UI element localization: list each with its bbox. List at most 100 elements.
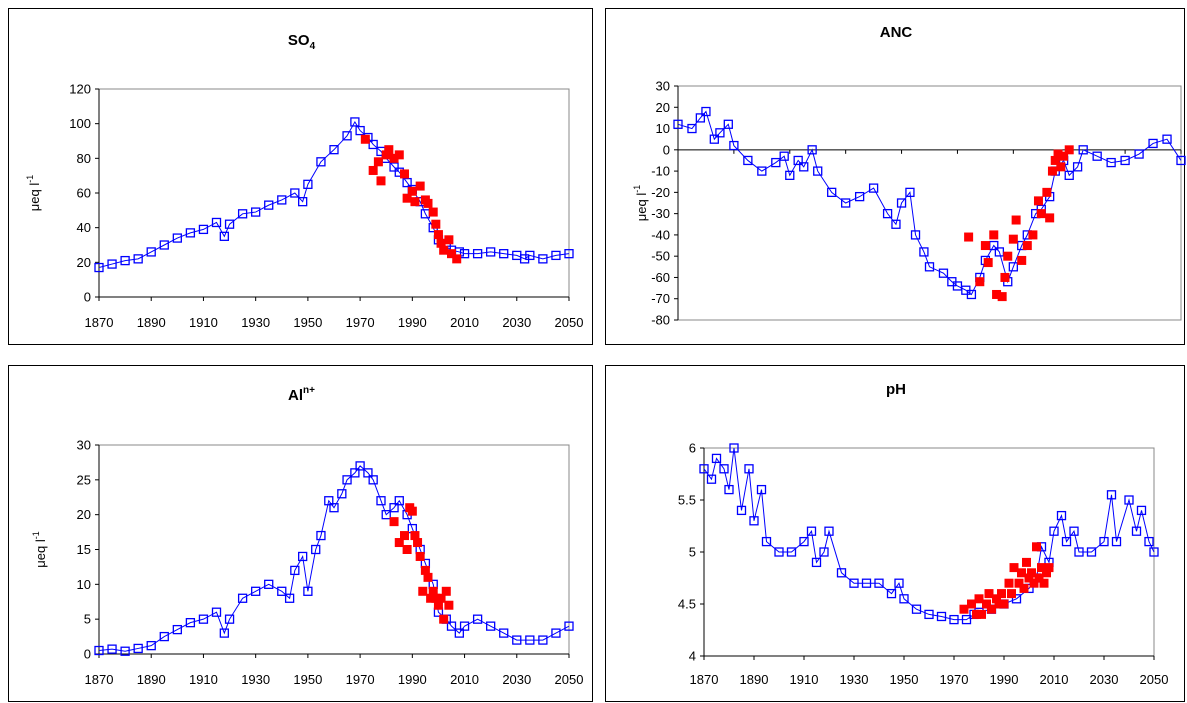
data-point-open-square	[743, 155, 753, 166]
data-point-open-square	[159, 240, 169, 250]
data-point-open-square	[107, 644, 117, 654]
data-point-filled-square	[436, 593, 446, 603]
data-point-open-square	[224, 614, 235, 624]
x-tick-label: 1990	[990, 672, 1019, 687]
data-point-filled-square	[431, 219, 441, 229]
chart-title-main: SO	[288, 32, 310, 49]
data-point-open-square	[538, 254, 548, 264]
data-point-filled-square	[439, 245, 449, 255]
x-tick-label: 2010	[1040, 672, 1069, 687]
data-point-open-square	[264, 579, 274, 589]
data-point-filled-square	[384, 145, 394, 155]
data-point-open-square	[1086, 547, 1097, 557]
data-point-open-square	[687, 123, 697, 134]
y-tick-label: 10	[656, 121, 670, 136]
y-axis-label-main: μeq l	[27, 183, 42, 212]
data-point-open-square	[172, 233, 182, 243]
data-point-filled-square	[1011, 215, 1021, 225]
data-point-open-square	[133, 643, 143, 654]
data-point-open-square	[949, 614, 959, 625]
data-point-open-square	[185, 617, 196, 628]
al-chart-panel: Aln+ 0 5 10 15 20 25 30 1870 1890 1910 1930 1950 1970…	[8, 365, 593, 702]
data-point-filled-square	[982, 599, 991, 609]
data-point-open-square	[799, 162, 809, 172]
y-tick-label: -50	[651, 249, 670, 264]
data-point-open-square	[355, 125, 365, 136]
data-point-open-square	[799, 536, 809, 547]
data-point-open-square	[219, 628, 229, 638]
data-point-open-square	[389, 162, 399, 172]
y-tick-label: 5	[689, 545, 696, 560]
data-point-filled-square	[407, 506, 417, 516]
data-point-filled-square	[439, 614, 449, 624]
x-tick-label: 1950	[890, 672, 919, 687]
y-axis-label-main: μeq l	[634, 193, 649, 222]
data-point-filled-square	[1007, 589, 1016, 599]
x-tick-label: 1870	[85, 672, 114, 687]
data-point-filled-square	[983, 258, 993, 268]
data-point-open-square	[486, 247, 496, 257]
x-tick-label: 1890	[740, 672, 769, 687]
data-point-open-square	[905, 187, 915, 198]
data-point-open-square	[211, 607, 222, 617]
data-point-open-square	[1056, 510, 1067, 521]
data-point-filled-square	[368, 165, 378, 175]
data-point-open-square	[771, 157, 781, 168]
data-point-filled-square	[1014, 578, 1024, 588]
data-point-open-square	[1176, 155, 1186, 166]
plot-area	[98, 88, 570, 298]
data-point-filled-square	[1022, 241, 1032, 251]
data-point-filled-square	[964, 232, 974, 242]
data-point-filled-square	[423, 572, 433, 582]
x-tick-label: 2010	[450, 672, 479, 687]
data-point-open-square	[1069, 526, 1079, 536]
y-tick-label: -10	[651, 164, 670, 179]
data-point-open-square	[277, 195, 287, 205]
chart-title: ANC	[880, 24, 913, 41]
data-point-open-square	[811, 557, 822, 568]
data-point-open-square	[290, 188, 300, 198]
data-point-open-square	[198, 224, 209, 235]
data-point-open-square	[786, 547, 797, 557]
data-point-open-square	[1064, 170, 1074, 180]
data-point-open-square	[807, 145, 817, 155]
data-point-open-square	[924, 609, 934, 620]
y-tick-label: -80	[651, 313, 670, 328]
data-point-open-square	[459, 249, 470, 259]
series-line	[677, 110, 1182, 296]
data-point-open-square	[133, 254, 143, 264]
data-point-filled-square	[441, 586, 451, 596]
y-tick-label: 100	[69, 116, 91, 131]
y-axis-label: μeq l-1	[31, 531, 48, 567]
ph-chart-panel: pH 4 4.5 5 5.5 6 1870 1890 1910 1930 1950 1970 1990 2…	[605, 365, 1185, 702]
data-point-open-square	[715, 128, 725, 138]
data-point-open-square	[146, 640, 156, 651]
data-point-filled-square	[1047, 166, 1057, 176]
data-point-open-square	[316, 157, 326, 167]
data-point-open-square	[551, 628, 561, 638]
data-point-filled-square	[400, 169, 409, 179]
data-point-open-square	[376, 496, 386, 506]
y-tick-label: 4	[689, 649, 696, 664]
y-tick-label: 10	[77, 577, 91, 592]
data-point-open-square	[564, 621, 574, 631]
data-point-open-square	[298, 551, 308, 562]
data-point-filled-square	[444, 600, 454, 610]
data-point-open-square	[107, 259, 117, 269]
data-point-open-square	[1061, 536, 1072, 547]
anc-chart-panel: ANC -80 -70 -60 -50 -40 -30 -20 -10 0 10 20 30 μeq l-…	[605, 8, 1186, 345]
data-point-open-square	[472, 614, 483, 624]
data-point-filled-square	[407, 186, 417, 196]
data-point-filled-square	[452, 254, 462, 264]
y-tick-label: 80	[77, 151, 91, 166]
y-tick-label: -30	[651, 206, 670, 221]
data-point-open-square	[709, 134, 719, 144]
data-point-open-square	[711, 453, 722, 464]
x-tick-label: 1930	[241, 315, 270, 330]
x-tick-label: 1890	[137, 672, 166, 687]
data-point-filled-square	[1028, 230, 1038, 240]
data-point-open-square	[911, 604, 922, 614]
x-tick-label: 1990	[398, 315, 427, 330]
data-point-open-square	[899, 594, 909, 604]
data-point-open-square	[757, 166, 767, 176]
